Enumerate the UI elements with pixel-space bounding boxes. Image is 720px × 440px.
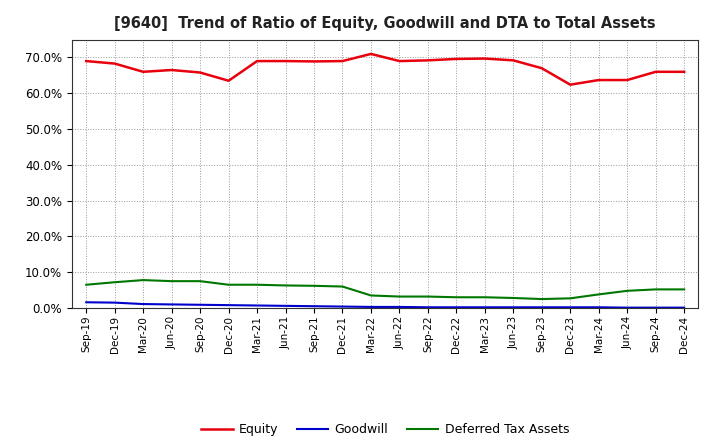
Equity (480, 56, 489, 61)
Equity (395, 59, 404, 64)
Goodwill (423, 304, 432, 310)
Equity (253, 59, 261, 64)
Equity (452, 56, 461, 62)
Equity (139, 69, 148, 74)
Goodwill (310, 304, 318, 309)
Equity (595, 77, 603, 83)
Goodwill (282, 303, 290, 308)
Line: Deferred Tax Assets: Deferred Tax Assets (86, 280, 684, 299)
Deferred Tax Assets (282, 283, 290, 288)
Deferred Tax Assets (225, 282, 233, 287)
Equity (282, 59, 290, 64)
Equity (167, 67, 176, 73)
Deferred Tax Assets (509, 295, 518, 301)
Deferred Tax Assets (566, 296, 575, 301)
Equity (310, 59, 318, 64)
Deferred Tax Assets (537, 297, 546, 302)
Goodwill (537, 304, 546, 310)
Goodwill (595, 304, 603, 310)
Equity (509, 58, 518, 63)
Equity (338, 59, 347, 64)
Equity (196, 70, 204, 75)
Goodwill (196, 302, 204, 308)
Deferred Tax Assets (366, 293, 375, 298)
Equity (566, 82, 575, 87)
Deferred Tax Assets (253, 282, 261, 287)
Deferred Tax Assets (652, 287, 660, 292)
Goodwill (509, 304, 518, 310)
Equity (225, 78, 233, 84)
Deferred Tax Assets (423, 294, 432, 299)
Equity (537, 66, 546, 71)
Equity (366, 51, 375, 57)
Goodwill (167, 302, 176, 307)
Deferred Tax Assets (167, 279, 176, 284)
Deferred Tax Assets (623, 288, 631, 293)
Deferred Tax Assets (338, 284, 347, 289)
Goodwill (225, 302, 233, 308)
Line: Goodwill: Goodwill (86, 302, 684, 308)
Title: [9640]  Trend of Ratio of Equity, Goodwill and DTA to Total Assets: [9640] Trend of Ratio of Equity, Goodwil… (114, 16, 656, 32)
Deferred Tax Assets (395, 294, 404, 299)
Equity (680, 69, 688, 74)
Deferred Tax Assets (680, 287, 688, 292)
Line: Equity: Equity (86, 54, 684, 84)
Equity (82, 59, 91, 64)
Goodwill (480, 304, 489, 310)
Goodwill (623, 305, 631, 310)
Goodwill (253, 303, 261, 308)
Goodwill (82, 300, 91, 305)
Goodwill (652, 305, 660, 310)
Deferred Tax Assets (452, 295, 461, 300)
Equity (652, 69, 660, 74)
Deferred Tax Assets (110, 279, 119, 285)
Deferred Tax Assets (480, 295, 489, 300)
Legend: Equity, Goodwill, Deferred Tax Assets: Equity, Goodwill, Deferred Tax Assets (197, 418, 574, 440)
Deferred Tax Assets (196, 279, 204, 284)
Goodwill (366, 304, 375, 310)
Goodwill (110, 300, 119, 305)
Equity (423, 58, 432, 63)
Deferred Tax Assets (139, 278, 148, 283)
Deferred Tax Assets (310, 283, 318, 289)
Deferred Tax Assets (595, 292, 603, 297)
Equity (623, 77, 631, 83)
Goodwill (338, 304, 347, 309)
Equity (110, 61, 119, 66)
Goodwill (566, 304, 575, 310)
Goodwill (680, 305, 688, 310)
Goodwill (139, 301, 148, 307)
Goodwill (452, 304, 461, 310)
Deferred Tax Assets (82, 282, 91, 287)
Goodwill (395, 304, 404, 310)
